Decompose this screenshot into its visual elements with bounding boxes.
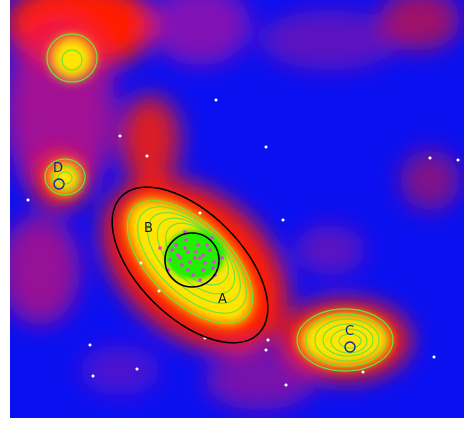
field-dot <box>26 198 30 202</box>
label-d: D <box>53 161 63 176</box>
contour <box>44 158 86 196</box>
field-dot <box>157 289 161 293</box>
member-dot <box>170 248 174 252</box>
field-dot <box>264 145 268 149</box>
member-dot <box>158 246 162 250</box>
contour <box>296 308 394 372</box>
contour <box>57 171 73 185</box>
field-dot <box>456 158 460 162</box>
member-dot <box>205 243 209 247</box>
small-circle-d <box>53 178 65 190</box>
label-b: B <box>144 221 153 236</box>
member-dot <box>184 238 188 242</box>
field-dot <box>264 348 268 352</box>
small-circle-c <box>344 341 356 353</box>
contour <box>314 318 380 362</box>
contour <box>51 165 79 191</box>
contour <box>322 323 374 357</box>
field-dot <box>88 343 92 347</box>
contour <box>137 206 247 314</box>
member-dot <box>210 236 214 240</box>
member-dot <box>188 260 192 264</box>
member-dot <box>193 256 197 260</box>
member-dots <box>158 230 224 282</box>
field-dot <box>361 370 365 374</box>
member-dot <box>194 250 198 254</box>
contour <box>46 33 98 83</box>
member-dot <box>191 273 195 277</box>
member-dot <box>198 256 202 260</box>
field-dot <box>91 374 95 378</box>
contour <box>330 328 368 354</box>
field-dots <box>26 98 460 387</box>
member-dot <box>186 268 190 272</box>
field-dot <box>281 218 285 222</box>
label-c: C <box>345 324 354 339</box>
member-dot <box>212 260 216 264</box>
field-dot <box>266 338 270 342</box>
field-dot <box>198 211 202 215</box>
member-dot <box>174 243 178 247</box>
member-dot <box>196 243 200 247</box>
member-dot <box>198 278 202 282</box>
member-dot <box>208 248 212 252</box>
field-dot <box>118 134 122 138</box>
field-dot <box>135 367 139 371</box>
member-dot <box>178 256 182 260</box>
inner-circle <box>164 232 220 288</box>
member-dot <box>201 253 205 257</box>
field-dot <box>284 383 288 387</box>
member-dot <box>203 261 207 265</box>
label-a: A <box>218 292 227 307</box>
contour-lines <box>44 33 394 372</box>
member-dot <box>220 256 224 260</box>
plot-area: D B A C <box>10 0 464 418</box>
member-dot <box>180 263 184 267</box>
member-dot <box>201 268 205 272</box>
member-dot <box>183 246 187 250</box>
field-dot <box>432 355 436 359</box>
field-dot <box>139 261 143 265</box>
contour <box>61 49 83 71</box>
field-dot <box>214 98 218 102</box>
outer-ellipse <box>111 186 269 344</box>
member-dot <box>176 253 180 257</box>
member-dot <box>168 258 172 262</box>
member-dot <box>186 250 190 254</box>
contour <box>126 200 254 324</box>
field-dot <box>145 154 149 158</box>
field-dot <box>428 156 432 160</box>
contour <box>338 333 362 349</box>
member-dot <box>211 266 215 270</box>
contour <box>305 313 387 367</box>
